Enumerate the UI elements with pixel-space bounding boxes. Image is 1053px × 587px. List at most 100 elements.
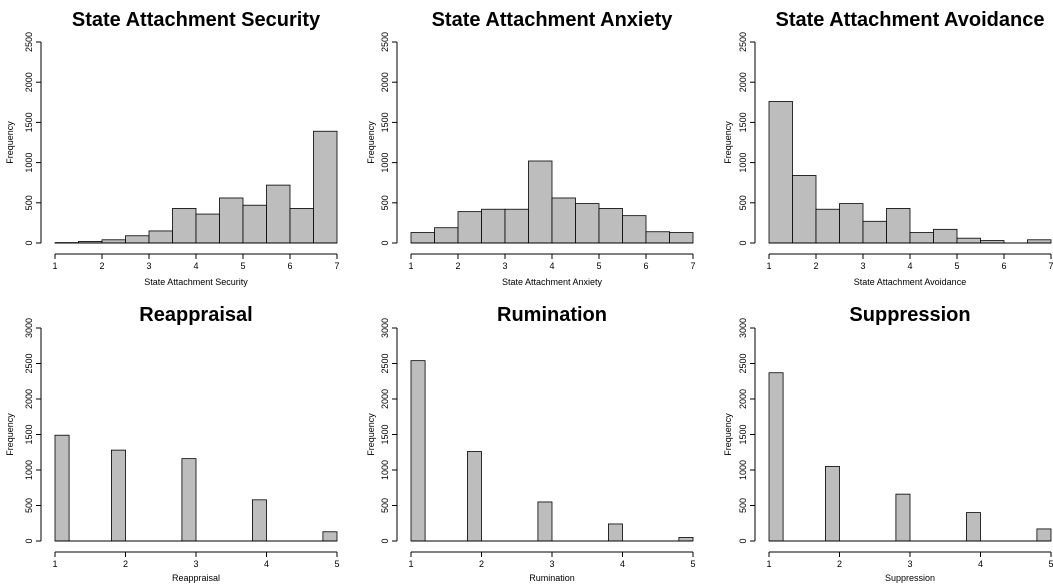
- y-tick-label: 1500: [24, 424, 34, 444]
- histogram-bar: [645, 231, 670, 244]
- y-tick-label: 2000: [738, 72, 748, 92]
- x-tick-label: 2: [479, 559, 484, 569]
- y-tick-label: 0: [380, 240, 390, 245]
- histogram-bar: [172, 208, 197, 244]
- histogram-bar: [678, 537, 694, 542]
- x-tick-label: 4: [620, 559, 625, 569]
- chart-title: State Attachment Avoidance: [776, 9, 1045, 31]
- y-tick-label: 500: [24, 498, 34, 513]
- histogram-bar: [792, 175, 817, 244]
- x-tick-label: 2: [123, 559, 128, 569]
- chart-title: State Attachment Anxiety: [432, 9, 674, 31]
- y-tick-label: 3000: [24, 318, 34, 338]
- histogram-panel: State Attachment Anxiety 0 500 1000 1500 2000…: [366, 9, 696, 287]
- histogram-bar: [242, 204, 267, 244]
- histogram-bar: [434, 227, 459, 244]
- x-tick-label: 5: [334, 559, 339, 569]
- histogram-bar: [148, 230, 173, 244]
- y-tick-label: 2000: [380, 72, 390, 92]
- histogram-bar: [895, 493, 911, 542]
- histogram-bar: [466, 451, 482, 542]
- y-tick-label: 0: [24, 538, 34, 543]
- histogram-bar: [528, 160, 553, 244]
- chart-title: Suppression: [849, 304, 970, 326]
- y-tick-label: 500: [738, 195, 748, 210]
- x-tick-label: 3: [907, 559, 912, 569]
- histogram-bar: [815, 208, 840, 244]
- y-tick-label: 1500: [738, 424, 748, 444]
- x-tick-label: 2: [813, 261, 818, 271]
- x-tick-label: 5: [1048, 559, 1053, 569]
- y-axis-label: Frequency: [723, 413, 733, 456]
- y-tick-label: 0: [380, 538, 390, 543]
- histogram-panel: State Attachment Avoidance 0 500 1000 1500 20…: [723, 9, 1053, 287]
- histogram-bar: [956, 237, 981, 244]
- histogram-bar: [125, 235, 150, 244]
- histogram-bar: [313, 130, 338, 244]
- histogram-bar: [410, 360, 426, 542]
- y-tick-label: 1000: [24, 460, 34, 480]
- x-tick-label: 7: [690, 261, 695, 271]
- chart-title: Reappraisal: [139, 304, 252, 326]
- histogram-bar: [598, 208, 623, 244]
- y-tick-label: 2000: [24, 72, 34, 92]
- histogram-bar: [825, 466, 840, 542]
- x-tick-label: 4: [907, 261, 912, 271]
- histogram-bar: [181, 458, 197, 542]
- histogram-bar: [862, 220, 887, 244]
- x-tick-label: 1: [408, 559, 413, 569]
- x-tick-label: 4: [193, 261, 198, 271]
- x-tick-label: 5: [954, 261, 959, 271]
- y-tick-label: 3000: [380, 318, 390, 338]
- histogram-panel: Suppression 0 500 1000 1500 2000 2500 3000 Frequ…: [723, 304, 1053, 583]
- y-tick-label: 1500: [380, 112, 390, 132]
- y-tick-label: 2000: [24, 389, 34, 409]
- y-tick-label: 2000: [380, 389, 390, 409]
- x-tick-label: 3: [549, 559, 554, 569]
- x-tick-label: 6: [287, 261, 292, 271]
- y-tick-label: 1000: [24, 153, 34, 173]
- x-tick-label: 7: [334, 261, 339, 271]
- histogram-bar: [1036, 528, 1052, 542]
- histogram-bar: [504, 208, 529, 244]
- x-axis-label: Rumination: [529, 573, 575, 583]
- histogram-bar: [669, 232, 694, 244]
- y-tick-label: 1000: [380, 153, 390, 173]
- x-tick-label: 2: [455, 261, 460, 271]
- x-tick-label: 4: [978, 559, 983, 569]
- histogram-bar: [768, 101, 793, 244]
- histogram-bar: [537, 501, 553, 542]
- y-tick-label: 3000: [738, 318, 748, 338]
- x-axis-label: State Attachment Avoidance: [854, 277, 966, 287]
- y-tick-label: 1000: [738, 153, 748, 173]
- y-axis-label: Frequency: [5, 121, 15, 164]
- x-tick-label: 2: [99, 261, 104, 271]
- x-tick-label: 6: [643, 261, 648, 271]
- x-axis-label: Suppression: [885, 573, 935, 583]
- histogram-bar: [909, 232, 934, 244]
- histogram-bar: [289, 208, 314, 244]
- histogram-bar: [266, 184, 291, 244]
- histogram-bar: [622, 215, 647, 244]
- x-tick-label: 5: [690, 559, 695, 569]
- y-tick-label: 2500: [380, 32, 390, 52]
- histogram-bar: [608, 523, 623, 542]
- histogram-bar: [886, 208, 911, 244]
- x-tick-label: 1: [52, 559, 57, 569]
- y-tick-label: 1500: [380, 424, 390, 444]
- histogram-bar: [219, 197, 244, 244]
- histogram-bar: [251, 499, 267, 542]
- x-tick-label: 1: [52, 261, 57, 271]
- y-tick-label: 500: [24, 195, 34, 210]
- x-tick-label: 3: [193, 559, 198, 569]
- x-axis-label: State Attachment Anxiety: [502, 277, 603, 287]
- y-tick-label: 2500: [24, 353, 34, 373]
- chart-title: Rumination: [497, 304, 607, 326]
- y-tick-label: 2500: [380, 353, 390, 373]
- histogram-bar: [322, 531, 338, 542]
- x-axis-label: State Attachment Security: [144, 277, 248, 287]
- y-axis-label: Frequency: [5, 413, 15, 456]
- y-tick-label: 500: [738, 498, 748, 513]
- y-tick-label: 500: [380, 195, 390, 210]
